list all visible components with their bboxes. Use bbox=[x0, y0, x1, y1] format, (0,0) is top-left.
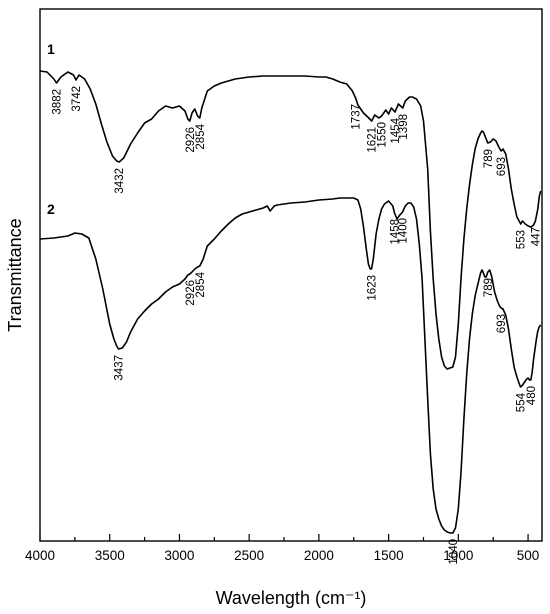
peak-label-2-789: 789 bbox=[483, 278, 495, 297]
x-tick-label-1500: 1500 bbox=[374, 548, 404, 563]
peak-label-1-693: 693 bbox=[496, 157, 508, 176]
x-axis-title: Wavelength (cm⁻¹) bbox=[216, 588, 367, 608]
x-axis-ticks bbox=[39, 534, 529, 541]
peak-label-2-1458: 1458 bbox=[390, 219, 402, 245]
peak-label-1-1550: 1550 bbox=[377, 122, 389, 148]
series-labels: 12 bbox=[47, 41, 55, 217]
peak-label-1-1737: 1737 bbox=[351, 104, 363, 130]
peak-label-1-2854: 2854 bbox=[195, 123, 207, 149]
x-axis-tick-labels: 4000 3500 3000 2500 2000 1500 1000 500 bbox=[25, 548, 539, 563]
peak-label-2-1623: 1623 bbox=[367, 275, 379, 301]
peak-label-2-480: 480 bbox=[526, 386, 538, 405]
peak-label-2-1400: 1400 bbox=[398, 218, 410, 244]
peak-label-1-447: 447 bbox=[530, 227, 542, 246]
peak-label-1-1621: 1621 bbox=[367, 127, 379, 153]
x-tick-label-4000: 4000 bbox=[25, 548, 55, 563]
peak-label-2-1040: 1040 bbox=[448, 539, 460, 565]
peak-label-2-2926: 2926 bbox=[185, 280, 197, 306]
peak-label-2-3437: 3437 bbox=[114, 355, 126, 381]
peak-label-1-789: 789 bbox=[483, 149, 495, 168]
spectrum-line-1 bbox=[39, 70, 542, 370]
spectra bbox=[39, 70, 542, 534]
series-label-1: 1 bbox=[47, 41, 55, 57]
peak-label-2-2854: 2854 bbox=[195, 271, 207, 297]
y-axis-title: Transmittance bbox=[5, 218, 25, 331]
x-tick-label-3000: 3000 bbox=[164, 548, 194, 563]
peak-label-1-3432: 3432 bbox=[114, 168, 126, 194]
peak-label-1-1454: 1454 bbox=[390, 117, 402, 143]
peak-label-1-2926: 2926 bbox=[185, 127, 197, 153]
peak-label-1-3742: 3742 bbox=[71, 86, 83, 112]
series-label-2: 2 bbox=[47, 201, 55, 217]
spectrum-line-2 bbox=[39, 197, 542, 534]
x-tick-label-2500: 2500 bbox=[234, 548, 264, 563]
x-tick-label-3500: 3500 bbox=[95, 548, 125, 563]
peak-label-1-3882: 3882 bbox=[52, 89, 64, 115]
peak-label-1-553: 553 bbox=[516, 230, 528, 249]
x-tick-label-1000: 1000 bbox=[443, 548, 473, 563]
peak-label-2-693: 693 bbox=[496, 314, 508, 333]
x-tick-label-2000: 2000 bbox=[304, 548, 334, 563]
x-tick-label-500: 500 bbox=[517, 548, 540, 563]
plot-frame bbox=[39, 8, 543, 542]
peak-label-2-554: 554 bbox=[516, 392, 528, 412]
peak-label-1-1398: 1398 bbox=[398, 114, 410, 140]
